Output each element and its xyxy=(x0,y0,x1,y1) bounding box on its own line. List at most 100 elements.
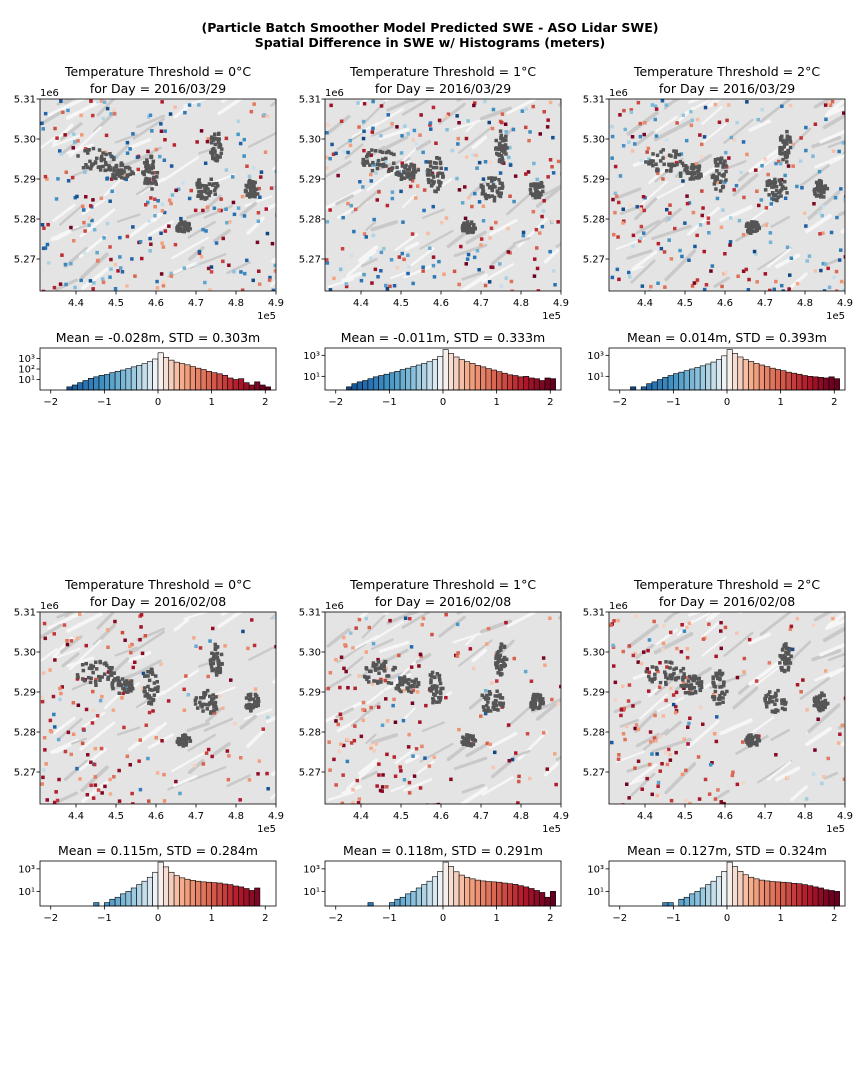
swe-difference-cell xyxy=(419,113,423,117)
hillshade-ridge xyxy=(51,134,81,148)
swe-difference-cell xyxy=(357,125,361,129)
swe-difference-cell xyxy=(240,288,245,291)
swe-difference-cell xyxy=(41,775,45,780)
masked-cell xyxy=(119,168,124,172)
swe-difference-cell xyxy=(804,797,809,801)
hillshade-ridge xyxy=(544,184,561,196)
swe-difference-cell xyxy=(227,263,231,267)
masked-cell xyxy=(691,177,696,181)
masked-cell xyxy=(91,146,96,151)
swe-difference-cell xyxy=(58,149,62,153)
swe-difference-cell xyxy=(78,777,82,781)
histogram-bar xyxy=(699,887,706,907)
masked-cell xyxy=(376,158,381,163)
y-tick-label: 5.29 xyxy=(14,175,36,186)
swe-difference-cell xyxy=(621,221,625,225)
masked-cell xyxy=(771,191,775,195)
swe-difference-cell xyxy=(681,681,686,685)
swe-difference-cell xyxy=(719,800,723,804)
swe-difference-cell xyxy=(182,708,187,712)
swe-difference-cell xyxy=(686,742,690,746)
hillshade-ridge xyxy=(81,711,106,729)
hillshade-ridge xyxy=(826,612,845,628)
swe-difference-cell xyxy=(633,651,637,656)
histogram-bar xyxy=(833,378,840,391)
masked-cell xyxy=(497,159,502,163)
swe-difference-cell xyxy=(106,645,110,649)
masked-cell xyxy=(718,669,722,673)
hillshade-ridge xyxy=(461,783,485,794)
swe-difference-cell xyxy=(393,720,398,724)
swe-difference-cell xyxy=(774,161,778,166)
swe-difference-cell xyxy=(105,221,110,226)
swe-difference-cell xyxy=(839,187,843,191)
hillshade-ridge xyxy=(96,612,116,630)
masked-cell xyxy=(496,708,500,712)
swe-difference-cell xyxy=(728,243,732,247)
swe-difference-cell xyxy=(382,246,386,251)
hillshade-ridge xyxy=(187,733,216,752)
swe-difference-cell xyxy=(125,754,130,759)
masked-cell xyxy=(415,684,419,689)
swe-difference-cell xyxy=(548,158,553,162)
swe-difference-cell xyxy=(483,711,488,716)
masked-cell xyxy=(823,184,828,188)
histogram-bar xyxy=(243,382,250,391)
histogram-bar xyxy=(742,359,749,391)
swe-difference-cell xyxy=(629,108,633,112)
masked-cell xyxy=(644,160,648,164)
masked-cell xyxy=(123,165,128,170)
histogram-bar xyxy=(490,369,497,391)
swe-difference-cell xyxy=(149,242,153,246)
hillshade-ridge xyxy=(837,210,845,217)
masked-cell xyxy=(765,180,769,184)
masked-cell xyxy=(763,697,767,702)
swe-difference-cell xyxy=(93,775,98,779)
masked-cell xyxy=(147,177,152,181)
swe-difference-cell xyxy=(339,742,343,746)
hillshade-ridge xyxy=(47,99,87,117)
histogram-bar xyxy=(640,386,647,391)
swe-difference-cell xyxy=(42,226,46,230)
hillshade-ridge xyxy=(759,612,793,636)
masked-cell xyxy=(150,187,154,191)
swe-difference-cell xyxy=(621,732,626,736)
swe-difference-cell xyxy=(153,197,157,201)
swe-difference-cell xyxy=(76,703,81,707)
hillshade-ridge xyxy=(116,726,141,736)
swe-difference-cell xyxy=(328,671,333,675)
histogram-bar xyxy=(243,888,250,907)
swe-difference-cell xyxy=(388,618,392,623)
hillshade-ridge xyxy=(58,717,83,739)
swe-difference-cell xyxy=(804,224,808,228)
histogram-bar xyxy=(549,891,556,907)
swe-difference-cell xyxy=(40,699,45,704)
swe-difference-cell xyxy=(206,137,210,141)
hillshade-ridge xyxy=(648,680,667,698)
hillshade-ridge xyxy=(63,246,89,269)
masked-cell xyxy=(401,681,405,685)
swe-difference-cell xyxy=(125,284,129,288)
swe-difference-cell xyxy=(657,685,662,689)
masked-cell xyxy=(495,689,499,693)
swe-difference-cell xyxy=(118,255,122,259)
hillshade-ridge xyxy=(841,663,845,670)
swe-difference-cell xyxy=(208,639,212,643)
hillshade-ridge xyxy=(147,220,174,237)
swe-difference-cell xyxy=(548,249,552,254)
masked-cell xyxy=(102,672,107,676)
swe-difference-cell xyxy=(543,663,547,667)
masked-cell xyxy=(201,709,205,713)
swe-difference-cell xyxy=(258,195,262,199)
masked-cell xyxy=(783,702,787,706)
swe-difference-cell xyxy=(464,155,469,159)
swe-difference-cell xyxy=(328,288,333,291)
masked-cell xyxy=(115,168,120,172)
masked-cell xyxy=(104,152,108,157)
swe-difference-cell xyxy=(349,203,353,208)
hillshade-ridge xyxy=(71,224,87,232)
swe-difference-cell xyxy=(83,170,87,174)
swe-difference-cell xyxy=(641,195,646,199)
swe-difference-cell xyxy=(133,274,137,278)
